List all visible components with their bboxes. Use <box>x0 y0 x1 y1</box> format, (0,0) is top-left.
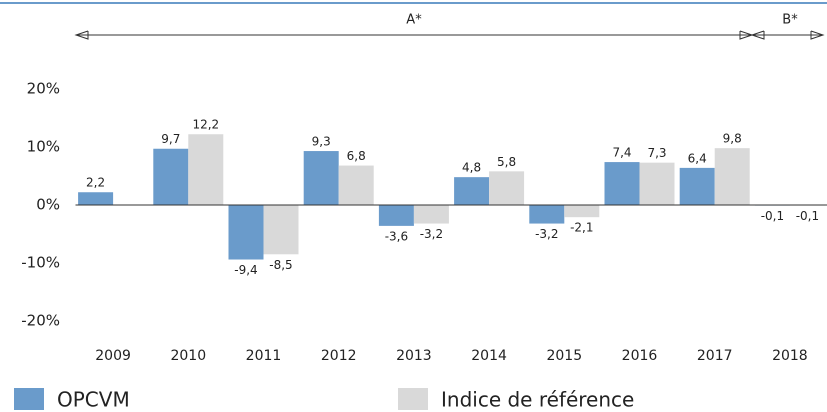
bar <box>153 148 189 205</box>
legend-swatch <box>14 388 44 410</box>
x-tick-label: 2009 <box>95 348 131 364</box>
x-tick-label: 2013 <box>396 348 432 364</box>
value-label: 5,8 <box>497 155 516 169</box>
value-label: -8,5 <box>269 258 292 272</box>
x-tick-label: 2018 <box>772 348 808 364</box>
bar <box>188 134 224 205</box>
value-label: 9,8 <box>723 132 742 146</box>
y-tick-label: 10% <box>27 138 60 156</box>
period-arrows <box>74 30 825 40</box>
value-label: 9,3 <box>312 135 331 149</box>
legend-label: Indice de référence <box>441 388 634 412</box>
bar <box>564 205 600 218</box>
x-tick-label: 2016 <box>622 348 658 364</box>
bar <box>228 205 264 260</box>
x-tick-label: 2011 <box>246 348 282 364</box>
bar <box>714 148 750 205</box>
value-label: -0,1 <box>796 209 819 223</box>
x-tick-label: 2014 <box>471 348 507 364</box>
value-label: 6,4 <box>688 151 707 165</box>
bar <box>489 171 525 205</box>
value-label: 9,7 <box>161 132 180 146</box>
value-label: 7,4 <box>612 146 631 160</box>
bar <box>604 162 640 205</box>
y-tick-label: -10% <box>21 254 60 272</box>
x-tick-label: 2015 <box>546 348 582 364</box>
value-label: 6,8 <box>347 149 366 163</box>
value-label: -3,6 <box>385 229 408 243</box>
value-label: 12,2 <box>192 118 219 132</box>
bar <box>263 205 299 255</box>
value-label: -3,2 <box>420 227 443 241</box>
bar <box>639 162 675 205</box>
value-label: 4,8 <box>462 161 481 175</box>
bar <box>303 151 339 205</box>
y-tick-label: -20% <box>21 312 60 330</box>
bar <box>78 192 114 205</box>
bar <box>378 205 414 226</box>
bar <box>413 205 449 224</box>
value-label: 2,2 <box>86 176 105 190</box>
bar <box>529 205 565 224</box>
x-tick-label: 2010 <box>170 348 206 364</box>
value-label: -0,1 <box>761 209 784 223</box>
bar <box>679 167 715 205</box>
y-tick-label: 20% <box>27 80 60 98</box>
annotation: A* <box>406 13 422 28</box>
legend-swatch <box>398 388 428 410</box>
legend-label: OPCVM <box>57 388 130 412</box>
value-label: -2,1 <box>570 221 593 235</box>
bar <box>454 177 490 205</box>
value-label: -3,2 <box>535 227 558 241</box>
y-tick-label: 0% <box>36 196 60 214</box>
bar <box>338 165 374 205</box>
value-label: 7,3 <box>647 146 666 160</box>
x-tick-label: 2012 <box>321 348 357 364</box>
x-tick-label: 2017 <box>697 348 733 364</box>
annotation: B* <box>782 13 798 28</box>
value-label: -9,4 <box>234 263 257 277</box>
